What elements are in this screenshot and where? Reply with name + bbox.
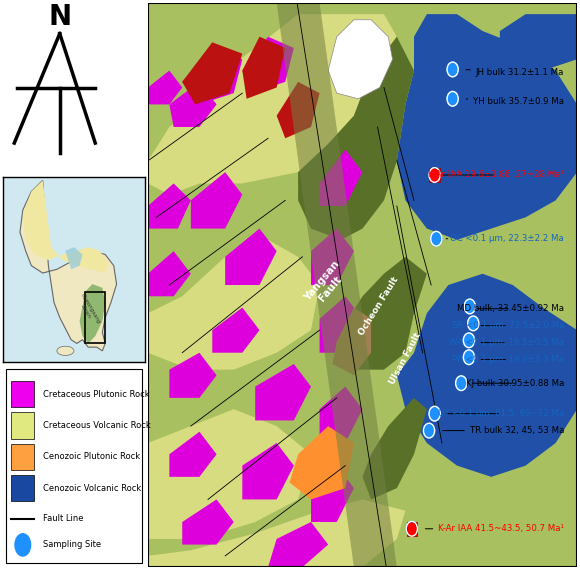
Text: KJ bulk 30.95±0.88 Ma: KJ bulk 30.95±0.88 Ma xyxy=(466,378,564,388)
Bar xyxy=(12,381,34,408)
Polygon shape xyxy=(148,240,320,370)
Text: PR <0.1 μm, 19.8±3.3 Ma: PR <0.1 μm, 19.8±3.3 Ma xyxy=(452,355,564,364)
Bar xyxy=(12,443,34,470)
Polygon shape xyxy=(20,181,117,351)
Text: Cenozoic Plutonic Rock: Cenozoic Plutonic Rock xyxy=(43,453,140,461)
Polygon shape xyxy=(242,36,294,93)
Polygon shape xyxy=(341,256,427,370)
Text: TR bulk 32, 45, 53 Ma: TR bulk 32, 45, 53 Ma xyxy=(443,426,564,435)
Bar xyxy=(429,168,440,182)
Polygon shape xyxy=(79,284,105,343)
Polygon shape xyxy=(148,14,397,195)
Polygon shape xyxy=(169,82,216,127)
Polygon shape xyxy=(277,82,320,139)
Polygon shape xyxy=(320,386,362,443)
Polygon shape xyxy=(169,431,216,477)
Polygon shape xyxy=(148,184,191,229)
Text: MD bulk, 33.45±0.92 Ma: MD bulk, 33.45±0.92 Ma xyxy=(457,304,564,313)
Ellipse shape xyxy=(57,346,74,356)
Circle shape xyxy=(456,376,467,390)
Bar xyxy=(12,475,34,502)
Text: Cretaceous Volcanic Rock: Cretaceous Volcanic Rock xyxy=(43,421,150,430)
Circle shape xyxy=(429,168,440,182)
Text: Ulsan Fault: Ulsan Fault xyxy=(388,331,423,386)
Polygon shape xyxy=(362,398,427,499)
Text: Fault Line: Fault Line xyxy=(43,514,83,523)
Text: JH bulk 31.2±1.1 Ma: JH bulk 31.2±1.1 Ma xyxy=(466,68,564,78)
Circle shape xyxy=(467,316,479,331)
Bar xyxy=(12,412,34,439)
Polygon shape xyxy=(66,247,82,270)
Polygon shape xyxy=(320,149,362,206)
Polygon shape xyxy=(182,48,242,104)
Text: Sampling Site: Sampling Site xyxy=(43,540,101,549)
Polygon shape xyxy=(268,522,328,567)
Polygon shape xyxy=(500,14,577,71)
Circle shape xyxy=(447,62,458,77)
Bar xyxy=(407,522,417,536)
Polygon shape xyxy=(23,181,108,273)
Text: YH bulk 35.7±0.9 Ma: YH bulk 35.7±0.9 Ma xyxy=(466,96,564,105)
Text: WA <0.1 μm, 19.5±0.5 Ma: WA <0.1 μm, 19.5±0.5 Ma xyxy=(450,338,564,347)
Text: Yangsan
Fault: Yangsan Fault xyxy=(302,259,350,311)
Circle shape xyxy=(406,522,418,536)
Circle shape xyxy=(423,424,434,438)
Polygon shape xyxy=(397,274,577,477)
Polygon shape xyxy=(242,443,294,499)
Text: Cretaceous Plutonic Rock: Cretaceous Plutonic Rock xyxy=(43,390,149,398)
FancyBboxPatch shape xyxy=(6,369,142,563)
Text: SR <0.1 μm, 73.5±2.0 Ma: SR <0.1 μm, 73.5±2.0 Ma xyxy=(452,321,564,330)
Circle shape xyxy=(447,91,458,106)
Polygon shape xyxy=(320,296,362,353)
Text: OC <0.1 μm, 22.3±2.2 Ma: OC <0.1 μm, 22.3±2.2 Ma xyxy=(446,234,564,243)
Polygon shape xyxy=(332,308,371,375)
Polygon shape xyxy=(255,364,311,421)
Text: UY <0.1 μm, 61.5, 69~72 Ma: UY <0.1 μm, 61.5, 69~72 Ma xyxy=(438,409,564,418)
Text: Ocheon Fault: Ocheon Fault xyxy=(357,275,400,337)
Polygon shape xyxy=(311,466,354,522)
Circle shape xyxy=(429,406,440,421)
Polygon shape xyxy=(169,353,216,398)
Polygon shape xyxy=(277,3,397,567)
Circle shape xyxy=(463,333,474,348)
Text: Cenozoic Volcanic Rock: Cenozoic Volcanic Rock xyxy=(43,484,141,492)
Polygon shape xyxy=(148,409,311,539)
Polygon shape xyxy=(182,42,242,104)
Polygon shape xyxy=(148,499,405,567)
Polygon shape xyxy=(289,426,354,499)
Polygon shape xyxy=(328,20,393,99)
Circle shape xyxy=(463,350,474,365)
Bar xyxy=(85,292,105,343)
Polygon shape xyxy=(397,14,577,240)
Text: K-Ar IAA 19.6±1.86, 27~28 Ma²: K-Ar IAA 19.6±1.86, 27~28 Ma² xyxy=(428,170,564,180)
Polygon shape xyxy=(242,36,285,99)
Text: Gyeongsang
Basin: Gyeongsang Basin xyxy=(75,292,102,328)
Polygon shape xyxy=(148,251,191,296)
Polygon shape xyxy=(182,499,234,544)
Circle shape xyxy=(464,299,476,314)
Circle shape xyxy=(431,231,442,246)
Polygon shape xyxy=(148,71,182,104)
Circle shape xyxy=(15,534,31,556)
Polygon shape xyxy=(225,229,277,285)
Polygon shape xyxy=(212,308,259,353)
Text: N: N xyxy=(48,2,71,31)
Polygon shape xyxy=(191,172,242,229)
Text: K-Ar IAA 41.5~43.5, 50.7 Ma¹: K-Ar IAA 41.5~43.5, 50.7 Ma¹ xyxy=(425,524,564,534)
Polygon shape xyxy=(311,229,354,285)
Polygon shape xyxy=(298,36,414,240)
